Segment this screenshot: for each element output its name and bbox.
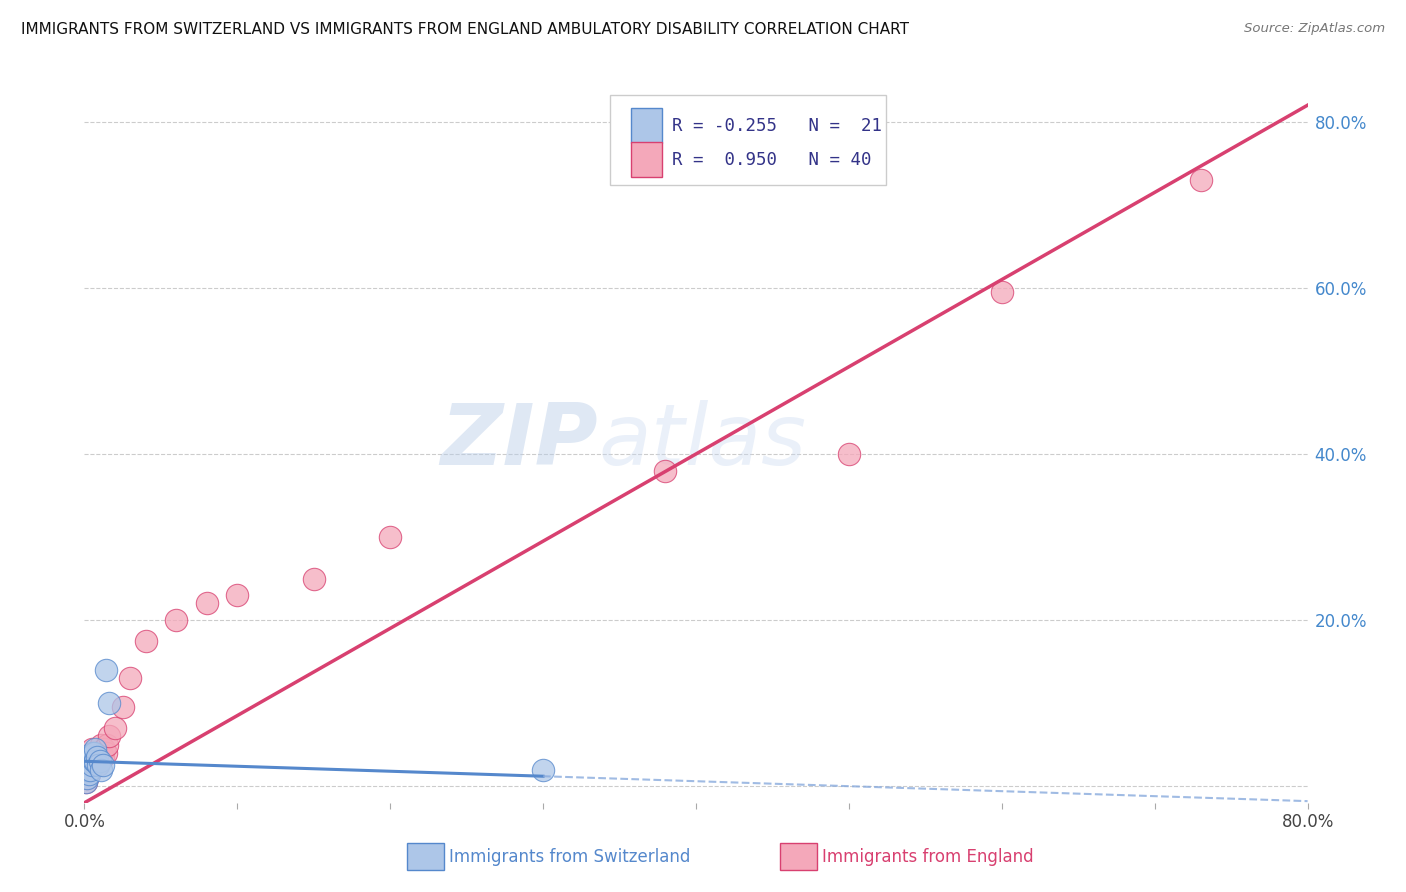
Point	[76, 771, 98, 785]
Point	[76, 771, 98, 785]
Point	[165, 613, 187, 627]
Point	[84, 746, 107, 760]
Point	[104, 721, 127, 735]
Point	[111, 700, 134, 714]
Point	[87, 758, 110, 772]
Point	[86, 750, 108, 764]
Point	[89, 754, 111, 768]
Point	[77, 754, 100, 768]
Text: Immigrants from Switzerland: Immigrants from Switzerland	[449, 848, 690, 866]
Point	[84, 741, 107, 756]
Point	[75, 775, 97, 789]
Bar	[631, 109, 662, 143]
Point	[93, 741, 115, 756]
Point	[83, 746, 105, 760]
Point	[91, 750, 114, 764]
FancyBboxPatch shape	[610, 95, 886, 185]
Point	[226, 588, 249, 602]
Point	[80, 741, 103, 756]
Point	[77, 758, 100, 772]
Point	[75, 766, 97, 780]
Point	[79, 763, 101, 777]
Point	[77, 750, 100, 764]
Point	[96, 738, 118, 752]
Point	[75, 775, 97, 789]
Point	[80, 758, 103, 772]
Point	[91, 758, 114, 772]
Point	[84, 754, 107, 768]
Point	[90, 746, 112, 760]
Point	[1189, 173, 1212, 187]
Point	[77, 766, 100, 780]
Point	[94, 663, 117, 677]
Point	[302, 572, 325, 586]
Bar	[780, 843, 817, 870]
Text: ZIP: ZIP	[440, 400, 598, 483]
Text: atlas: atlas	[598, 400, 806, 483]
Point	[80, 758, 103, 772]
Text: R = -0.255   N =  21: R = -0.255 N = 21	[672, 117, 882, 135]
Point	[195, 597, 218, 611]
Bar	[631, 143, 662, 178]
Point	[89, 750, 111, 764]
Point	[86, 754, 108, 768]
Point	[76, 763, 98, 777]
Text: IMMIGRANTS FROM SWITZERLAND VS IMMIGRANTS FROM ENGLAND AMBULATORY DISABILITY COR: IMMIGRANTS FROM SWITZERLAND VS IMMIGRANT…	[21, 22, 910, 37]
Point	[97, 730, 120, 744]
Bar	[408, 843, 444, 870]
Point	[135, 633, 157, 648]
Text: R =  0.950   N = 40: R = 0.950 N = 40	[672, 151, 870, 169]
Point	[90, 738, 112, 752]
Point	[87, 746, 110, 760]
Point	[654, 464, 676, 478]
Point	[380, 530, 402, 544]
Point	[79, 750, 101, 764]
Point	[79, 754, 101, 768]
Point	[80, 746, 103, 760]
Point	[83, 754, 105, 768]
Point	[77, 766, 100, 780]
Point	[94, 746, 117, 760]
Point	[120, 671, 142, 685]
Point	[76, 763, 98, 777]
Text: Immigrants from England: Immigrants from England	[823, 848, 1033, 866]
Point	[531, 763, 554, 777]
Point	[83, 758, 105, 772]
Point	[97, 696, 120, 710]
Point	[90, 763, 112, 777]
Point	[838, 447, 860, 461]
Text: Source: ZipAtlas.com: Source: ZipAtlas.com	[1244, 22, 1385, 36]
Point	[87, 758, 110, 772]
Point	[83, 750, 105, 764]
Point	[991, 285, 1014, 299]
Point	[80, 750, 103, 764]
Point	[84, 754, 107, 768]
Point	[79, 763, 101, 777]
